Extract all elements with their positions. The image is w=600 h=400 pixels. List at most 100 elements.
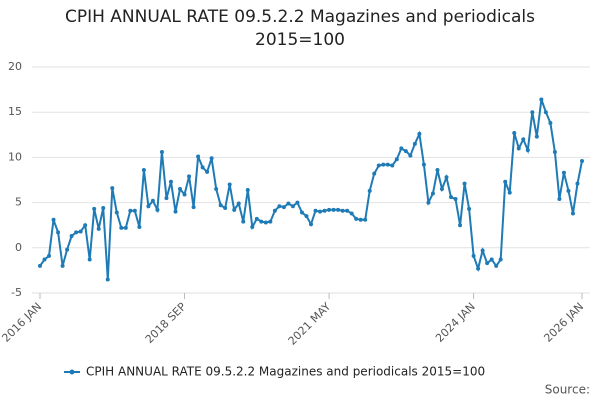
data-point	[141, 168, 146, 173]
data-point	[196, 154, 201, 159]
data-point	[421, 162, 426, 167]
data-point	[426, 200, 431, 205]
data-point	[87, 257, 92, 262]
data-point	[56, 230, 61, 235]
data-point	[539, 97, 544, 102]
data-point	[128, 208, 133, 213]
data-point	[83, 223, 88, 228]
legend-label: CPIH ANNUAL RATE 09.5.2.2 Magazines and …	[86, 365, 485, 379]
data-point	[74, 230, 79, 235]
data-point	[150, 198, 155, 203]
data-point	[566, 188, 571, 193]
data-point	[561, 170, 566, 175]
data-point	[105, 277, 110, 282]
source: Source:	[545, 383, 590, 397]
data-point	[200, 165, 205, 170]
data-point	[489, 257, 494, 262]
data-point	[114, 210, 119, 215]
y-tick-label: 0	[15, 241, 22, 254]
data-point	[259, 219, 264, 224]
data-point	[503, 179, 508, 184]
data-point	[263, 220, 268, 225]
data-point	[173, 209, 178, 214]
data-point	[241, 219, 246, 224]
data-point	[214, 187, 219, 192]
data-point	[516, 146, 521, 151]
data-point	[132, 208, 137, 213]
data-point	[449, 195, 454, 200]
data-point	[318, 209, 323, 214]
data-point	[60, 263, 65, 268]
x-tick-label: 2021 MAY	[286, 300, 334, 348]
data-point	[467, 206, 472, 211]
data-point	[439, 187, 444, 192]
data-point	[254, 216, 259, 221]
data-point	[403, 149, 408, 154]
data-point	[376, 163, 381, 168]
y-tick-label: -5	[11, 286, 22, 299]
data-point	[476, 266, 481, 271]
data-point	[205, 169, 210, 174]
data-point	[191, 205, 196, 210]
data-point	[78, 229, 83, 234]
data-point	[580, 159, 584, 164]
x-tick-label: 2026 JAN	[541, 300, 586, 345]
data-point	[381, 162, 386, 167]
y-tick-label: 5	[15, 196, 22, 209]
data-point	[187, 174, 192, 179]
data-point	[146, 204, 151, 209]
data-point	[164, 196, 169, 201]
data-point	[69, 234, 74, 239]
data-point	[295, 200, 300, 205]
data-point	[399, 146, 404, 151]
data-point	[327, 207, 332, 212]
data-point	[498, 257, 503, 262]
data-point	[548, 121, 553, 126]
data-point	[354, 216, 359, 221]
data-point	[507, 190, 512, 195]
data-point	[232, 207, 237, 212]
data-point	[575, 181, 580, 186]
data-point	[430, 191, 435, 196]
series-line	[39, 99, 583, 280]
data-point	[277, 204, 282, 209]
data-point	[236, 201, 241, 206]
data-point	[51, 217, 56, 222]
data-point	[345, 208, 350, 213]
data-point	[534, 134, 539, 139]
data-point	[340, 208, 345, 213]
data-point	[394, 157, 399, 162]
data-point	[358, 217, 363, 222]
data-point	[331, 207, 336, 212]
data-point	[110, 186, 115, 191]
data-point	[485, 261, 490, 266]
data-point	[530, 110, 535, 115]
data-point	[543, 110, 548, 115]
data-point	[363, 217, 368, 222]
data-point	[453, 196, 458, 201]
data-point	[119, 225, 124, 230]
data-point	[349, 211, 354, 216]
data-point	[525, 148, 530, 153]
data-point	[372, 171, 377, 176]
data-point	[390, 163, 395, 168]
data-point	[322, 208, 327, 213]
data-point	[42, 257, 47, 262]
data-point	[92, 206, 97, 211]
data-point	[471, 253, 476, 258]
data-point	[299, 210, 304, 215]
data-point	[417, 131, 422, 136]
data-point	[227, 182, 232, 187]
data-point	[304, 214, 309, 219]
y-tick-label: 15	[8, 105, 22, 118]
x-tick-label: 2018 SEP	[143, 300, 189, 346]
data-point	[47, 253, 52, 258]
data-point	[557, 196, 562, 201]
data-point	[155, 207, 160, 212]
data-point	[570, 211, 575, 216]
data-point	[272, 208, 277, 213]
data-point	[444, 175, 449, 180]
data-point	[521, 137, 526, 142]
